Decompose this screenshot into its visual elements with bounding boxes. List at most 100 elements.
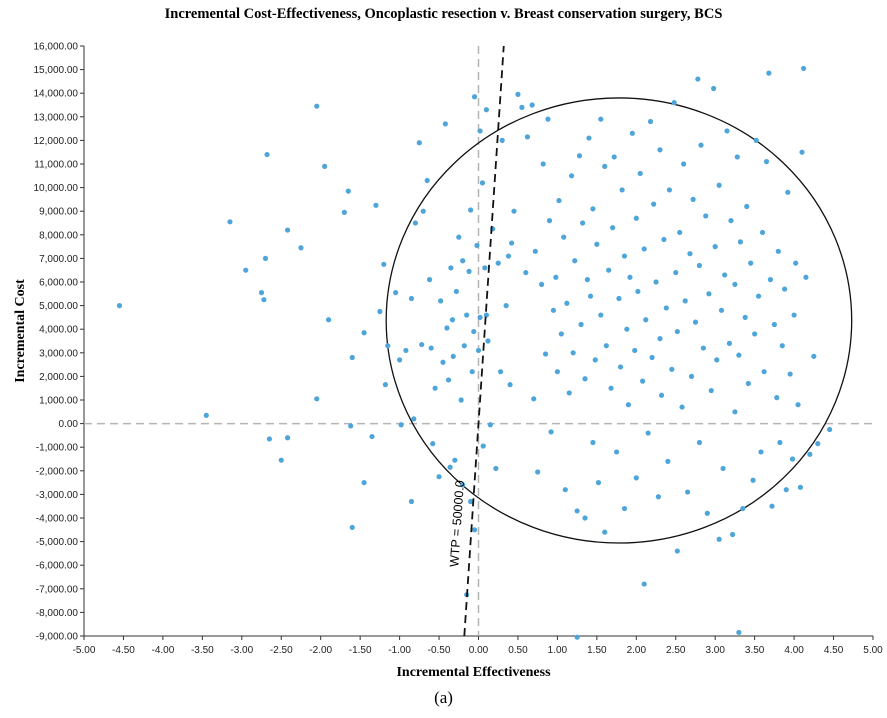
y-axis-label: Incremental Cost	[13, 279, 28, 383]
data-point	[432, 385, 438, 391]
data-point	[793, 260, 799, 266]
data-point	[633, 475, 639, 481]
x-tick-label: 1.50	[587, 645, 607, 656]
data-point	[449, 317, 456, 323]
data-point	[677, 229, 683, 236]
y-axis-ticks: 16,000.00 15,000.00 14,000.00 13,000.00 12,0…	[34, 42, 84, 643]
x-tick-label: -1.00	[388, 645, 411, 656]
data-point	[458, 397, 464, 403]
y-tick-label: 12,000.00	[34, 136, 79, 147]
data-point	[651, 201, 657, 207]
y-tick-label: 7,000.00	[39, 254, 78, 265]
data-point	[774, 395, 780, 401]
data-point	[460, 482, 466, 488]
data-point	[613, 449, 620, 455]
data-point	[771, 321, 777, 328]
data-point	[499, 137, 505, 143]
data-point	[408, 295, 415, 302]
data-point	[430, 441, 436, 447]
data-point	[632, 347, 638, 354]
data-point	[732, 281, 738, 287]
data-point	[666, 187, 673, 193]
data-point	[479, 180, 486, 186]
data-point	[116, 303, 123, 309]
data-point	[669, 366, 675, 372]
x-tick-label: 0.50	[508, 645, 528, 656]
x-axis-label: Incremental Effectiveness	[396, 665, 551, 680]
data-point	[629, 130, 635, 136]
data-point	[635, 288, 641, 295]
wtp-threshold-line	[463, 45, 505, 637]
data-point	[348, 423, 354, 429]
y-tick-label: 8,000.00	[39, 230, 78, 241]
data-point	[734, 154, 740, 160]
data-point	[477, 314, 483, 320]
data-point	[420, 208, 426, 214]
data-point	[716, 182, 722, 188]
figure-caption: (a)	[434, 688, 453, 707]
y-tick-label: 3,000.00	[39, 348, 78, 359]
data-point	[373, 202, 379, 208]
data-point	[637, 170, 643, 177]
data-point	[456, 234, 462, 240]
data-point	[460, 258, 466, 264]
y-tick-label: 0.00	[59, 419, 79, 430]
data-point	[426, 277, 433, 283]
data-point	[602, 163, 608, 169]
x-tick-label: 5.00	[863, 645, 883, 656]
x-tick-label: 2.00	[627, 645, 647, 656]
data-point	[480, 443, 486, 449]
data-point	[444, 325, 450, 331]
data-point	[483, 107, 489, 113]
data-point	[485, 338, 491, 344]
y-tick-label: 6,000.00	[39, 278, 78, 289]
data-point	[665, 458, 671, 464]
data-point	[769, 503, 775, 509]
x-tick-label: 1.00	[548, 645, 568, 656]
data-point	[546, 218, 553, 224]
data-point	[468, 498, 474, 505]
data-point	[471, 94, 478, 100]
data-point	[708, 387, 714, 394]
data-point	[641, 581, 647, 587]
data-point	[349, 524, 355, 531]
data-point	[815, 441, 821, 447]
data-point	[341, 209, 347, 215]
data-point	[617, 364, 624, 370]
data-point	[203, 412, 209, 418]
data-point	[540, 161, 546, 167]
y-tick-label: 5,000.00	[39, 301, 78, 312]
data-point	[284, 435, 291, 441]
data-point	[569, 173, 575, 179]
data-point	[349, 354, 355, 361]
data-point	[789, 456, 796, 462]
data-point	[278, 457, 284, 463]
data-point	[531, 396, 537, 402]
y-tick-label: 14,000.00	[34, 89, 79, 100]
data-point	[696, 439, 703, 446]
data-point	[416, 140, 422, 146]
y-tick-label: -6,000.00	[36, 561, 79, 572]
data-point	[447, 464, 453, 470]
data-point	[493, 465, 499, 472]
x-tick-label: 4.00	[784, 645, 804, 656]
y-tick-label: 4,000.00	[39, 325, 78, 336]
data-point	[598, 116, 604, 122]
data-point	[704, 510, 710, 516]
data-point	[716, 536, 722, 542]
data-point	[779, 343, 785, 349]
data-point	[661, 236, 667, 243]
data-point	[377, 308, 383, 315]
data-point	[619, 187, 625, 193]
data-point	[580, 220, 586, 226]
data-point	[475, 347, 482, 354]
data-point	[584, 277, 590, 283]
data-point	[696, 262, 703, 269]
y-tick-label: 1,000.00	[39, 396, 78, 407]
data-point	[706, 291, 712, 297]
data-point	[621, 253, 628, 259]
data-point	[737, 239, 744, 245]
data-point	[621, 505, 628, 512]
confidence-ellipse	[385, 97, 853, 544]
data-point	[763, 159, 770, 165]
